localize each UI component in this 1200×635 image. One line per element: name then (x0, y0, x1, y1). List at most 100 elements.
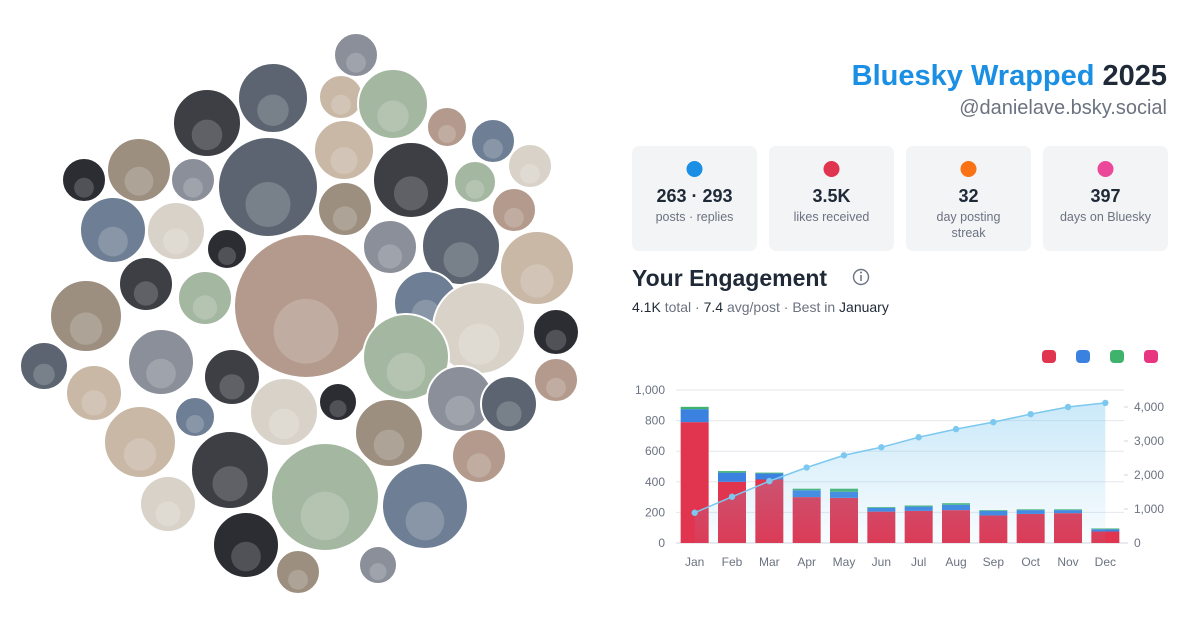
area (694, 402, 1106, 543)
avatar (313, 119, 375, 181)
section-title: Your Engagement (632, 265, 827, 291)
x-tick-label: May (833, 555, 856, 569)
avatar (206, 228, 248, 270)
summary-part: avg/post · Best in (723, 299, 839, 315)
avatar (318, 382, 358, 422)
bar-segment (680, 406, 709, 410)
x-tick-label: Mar (759, 555, 780, 569)
bar-segment (718, 472, 746, 482)
x-tick-label: Aug (945, 555, 966, 569)
legend-icon (1144, 350, 1158, 363)
avatar (275, 549, 321, 595)
y2-tick-label: 1,000 (1134, 502, 1164, 516)
y-tick-label: 400 (645, 475, 665, 489)
avatar-shade (458, 323, 500, 365)
avatar-shade (445, 395, 475, 426)
avatar (190, 430, 270, 510)
x-tick-label: Jun (872, 555, 891, 569)
avatar-shade (218, 247, 236, 265)
summary-part: 4.1K (632, 299, 661, 315)
avatar-shade (245, 182, 291, 227)
avatar-shade (331, 94, 351, 115)
avatar-shade (332, 206, 358, 231)
avatar-shade (133, 281, 159, 306)
avatar (381, 462, 469, 550)
line-point (728, 493, 736, 500)
stat-label: posts · replies (656, 210, 734, 224)
avatar (333, 32, 379, 78)
stat-label: days on Bluesky (1060, 210, 1152, 224)
avatar-shade (377, 244, 403, 269)
avatar-shade (520, 264, 554, 298)
avatar (533, 357, 579, 403)
chart: 0 200 400 600 800 1,000 0 1,000 2,000 3,000 4,000 J… (635, 383, 1164, 569)
avatar-shade (346, 52, 366, 73)
y-tick-label: 200 (645, 505, 665, 519)
avatar-shade (443, 242, 479, 278)
y2-tick-label: 0 (1134, 536, 1141, 550)
line-point (1102, 399, 1109, 407)
avatar (357, 68, 429, 140)
avatar (317, 181, 373, 237)
avatar-shade (377, 100, 409, 132)
info-icon[interactable] (852, 268, 870, 286)
avatar-shade (74, 177, 94, 198)
bar-segment (718, 471, 746, 473)
avatar (358, 545, 398, 585)
avatar-shade (98, 226, 128, 257)
avatar (372, 141, 450, 219)
line (694, 402, 1106, 514)
avatar (127, 328, 195, 396)
avatar-shade (191, 119, 223, 151)
avatar-shade (373, 429, 405, 461)
avatar (139, 475, 197, 533)
y2-tick-label: 3,000 (1134, 434, 1164, 448)
avatar (470, 118, 516, 164)
avatar-shade (330, 147, 358, 174)
y-tick-label: 600 (645, 444, 665, 458)
stat-card (906, 146, 1031, 251)
summary-part: 7.4 (704, 299, 724, 315)
avatar-shade (69, 312, 103, 345)
y2-tick-label: 2,000 (1134, 468, 1164, 482)
avatar (79, 196, 147, 264)
avatar (203, 348, 261, 406)
avatar (270, 442, 380, 552)
stat-value: 263 · 293 (656, 186, 732, 206)
x-tick-label: Oct (1021, 555, 1040, 569)
bar-segment (755, 472, 784, 474)
avatar-shade (438, 125, 456, 143)
line-point (1064, 403, 1072, 411)
avatar (172, 88, 242, 158)
line-point (840, 452, 848, 459)
x-tick-label: Nov (1057, 555, 1078, 569)
avatar-shade (268, 408, 300, 440)
summary-part: total · (661, 299, 704, 315)
avatar-shade (465, 179, 485, 199)
avatar-shade (273, 298, 339, 364)
avatar-shade (520, 163, 540, 184)
line-point (766, 477, 773, 485)
stat-value: 3.5K (812, 186, 850, 206)
x-tick-label: Jul (911, 555, 926, 569)
avatar-shade (81, 390, 107, 416)
avatar (103, 405, 177, 479)
avatar-shade (369, 563, 387, 581)
legend-icon (1076, 350, 1090, 363)
y2-tick-label: 4,000 (1134, 400, 1164, 414)
avatar (212, 511, 280, 579)
stat-label: likes received (794, 210, 870, 224)
avatar-shade (212, 466, 248, 502)
avatar-shade (405, 501, 445, 541)
stat-value: 397 (1090, 186, 1120, 206)
title: Bluesky Wrapped 2025 (852, 60, 1167, 92)
avatar (480, 375, 538, 433)
stat-card (769, 146, 894, 251)
avatar (362, 313, 450, 401)
avatar-shade (155, 501, 181, 527)
avatar-shade (146, 358, 176, 389)
line-point (1027, 410, 1034, 418)
avatar (426, 106, 468, 148)
